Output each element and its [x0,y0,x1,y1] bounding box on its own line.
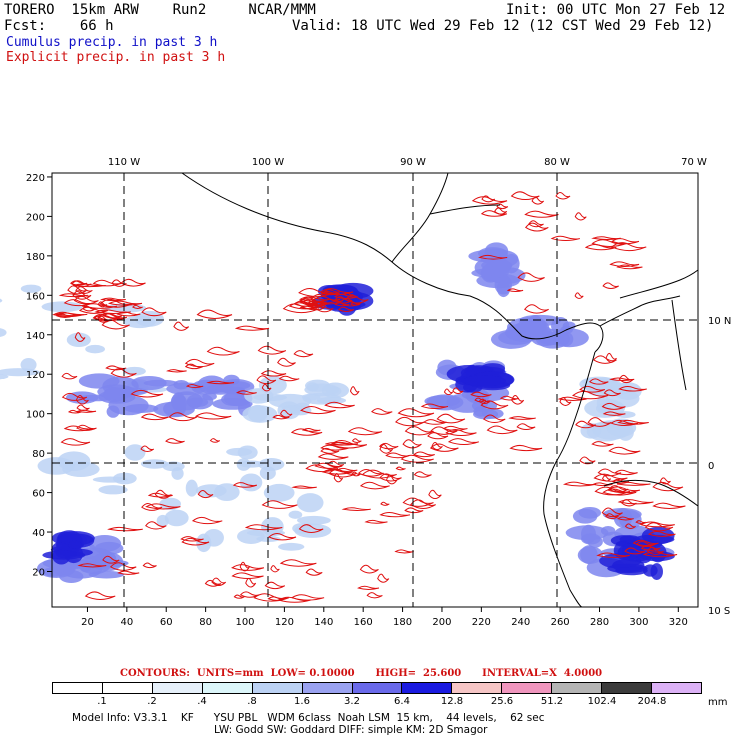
lat-lon-grid [52,173,698,607]
x-tick-label: 280 [590,617,609,628]
colorbar-swatch [302,683,353,693]
x-tick-label: 200 [432,617,451,628]
y-tick-label: 80 [32,449,45,460]
colorbar-swatch [152,683,203,693]
y-tick-label: 180 [26,252,45,263]
contour-info: CONTOURS: UNITS=mm LOW= 0.10000 HIGH= 25… [120,668,603,679]
explicit-label: Explicit precip. in past 3 h [6,50,226,65]
y-tick-label: 220 [26,173,45,184]
y-tick-label: 120 [26,370,45,381]
x-tick-label: 40 [120,617,133,628]
colorbar-label: 102.4 [587,696,617,707]
plot-title: TORERO 15km ARW Run2 NCAR/MMM [4,2,316,18]
y-tick-label: 60 [32,489,45,500]
longitude-label: 100 W [252,157,284,168]
x-tick-label: 300 [629,617,648,628]
colorbar-swatch [102,683,153,693]
x-tick-label: 80 [199,617,212,628]
x-tick-label: 140 [314,617,333,628]
colorbar-label: 12.8 [440,696,464,707]
x-tick-label: 240 [511,617,530,628]
explicit-precip-contours [52,191,686,603]
axis-ticks [47,176,679,612]
colorbar-label: .4 [197,696,207,707]
colorbar-unit: mm [708,697,728,708]
latitude-label: 10 N [708,316,731,327]
colorbar-swatch [252,683,303,693]
colorbar-swatch [652,683,701,693]
x-tick-label: 160 [354,617,373,628]
y-tick-label: 100 [26,410,45,421]
x-tick-label: 100 [235,617,254,628]
y-tick-label: 20 [32,567,45,578]
valid-time: Valid: 18 UTC Wed 29 Feb 12 (12 CST Wed … [292,18,714,34]
colorbar-label: .8 [247,696,257,707]
colorbar-label: 51.2 [540,696,564,707]
map-frame [51,172,699,608]
cumulus-label: Cumulus precip. in past 3 h [6,35,218,50]
x-tick-label: 120 [275,617,294,628]
colorbar-swatch [502,683,553,693]
colorbar-swatch [602,683,653,693]
colorbar-label: 1.6 [294,696,310,707]
y-tick-label: 160 [26,291,45,302]
latitude-label: 0 [708,461,714,472]
latitude-label: 10 S [708,606,730,617]
colorbar-swatch [552,683,603,693]
y-tick-label: 200 [26,212,45,223]
y-tick-label: 140 [26,331,45,342]
y-tick-label: 40 [32,528,45,539]
colorbar-swatch [352,683,403,693]
model-info: Model Info: V3.3.1 KF YSU PBL WDM 6class… [72,712,545,724]
colorbar-label: 6.4 [394,696,410,707]
coastlines [181,172,699,608]
colorbar-label: 25.6 [490,696,514,707]
init-time: Init: 00 UTC Mon 27 Feb 12 [506,2,726,18]
forecast-hour: Fcst: 66 h [4,18,114,34]
x-tick-label: 220 [472,617,491,628]
longitude-label: 110 W [108,157,140,168]
x-tick-label: 180 [393,617,412,628]
colorbar-swatch [53,683,103,693]
colorbar-swatch [402,683,453,693]
colorbar-label: 3.2 [344,696,360,707]
colorbar-label: .1 [97,696,107,707]
longitude-label: 90 W [400,157,426,168]
colorbar-swatch [452,683,503,693]
colorbar [52,682,702,694]
x-tick-label: 60 [160,617,173,628]
colorbar-swatch [202,683,253,693]
x-tick-label: 320 [669,617,688,628]
colorbar-label: 204.8 [637,696,667,707]
physics-info: LW: Godd SW: Goddard DIFF: simple KM: 2D… [214,724,488,736]
longitude-label: 70 W [681,157,707,168]
x-tick-label: 260 [551,617,570,628]
longitude-label: 80 W [544,157,570,168]
colorbar-label: .2 [147,696,157,707]
x-tick-label: 20 [81,617,94,628]
